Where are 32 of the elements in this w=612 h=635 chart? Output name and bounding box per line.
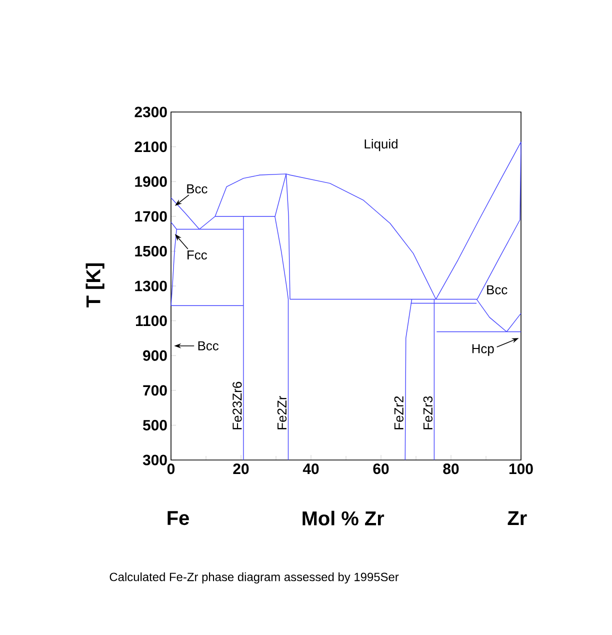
text: FeZr3 xyxy=(423,396,433,430)
y-tick-label: 1700 xyxy=(135,211,167,222)
y-tick-label: 2300 xyxy=(134,106,167,118)
y-tick-label: 1300 xyxy=(135,280,167,292)
x-tick-label: 80 xyxy=(443,464,459,474)
x-tick-label: 40 xyxy=(302,464,319,474)
text: Fe23Zr6 xyxy=(232,382,242,430)
text: Fe xyxy=(168,511,189,526)
text: FeZr2 xyxy=(394,396,404,430)
y-tick-label: 2100 xyxy=(134,142,167,152)
x-tick-label: 60 xyxy=(373,464,389,474)
annotation: Bcc xyxy=(198,341,219,350)
x-tick-label: 100 xyxy=(509,464,533,474)
annotation: Fcc xyxy=(188,250,207,260)
x-axis-title: Mol % Zr xyxy=(302,510,384,526)
annotation: Bcc xyxy=(187,184,208,194)
text: Calculated Fe-Zr phase diagram assessed by 1995Ser xyxy=(110,572,399,584)
y-axis-title: T [K] xyxy=(86,263,104,308)
annotation: Bcc xyxy=(487,285,508,294)
y-tick-label: 300 xyxy=(142,454,167,466)
annotation: Hcp xyxy=(472,344,494,356)
y-tick-label: 1100 xyxy=(136,316,167,326)
text: Fe2Zr xyxy=(277,396,287,430)
y-tick-label: 700 xyxy=(143,385,167,396)
text: Zr xyxy=(508,511,527,525)
x-tick-label: 20 xyxy=(233,464,249,474)
annotation: Liquid xyxy=(364,139,398,152)
y-tick-label: 1500 xyxy=(135,246,167,256)
y-tick-label: 1900 xyxy=(135,176,167,187)
y-tick-label: 500 xyxy=(143,420,167,430)
x-tick-label: 0 xyxy=(167,464,175,474)
y-tick-label: 900 xyxy=(143,350,167,361)
